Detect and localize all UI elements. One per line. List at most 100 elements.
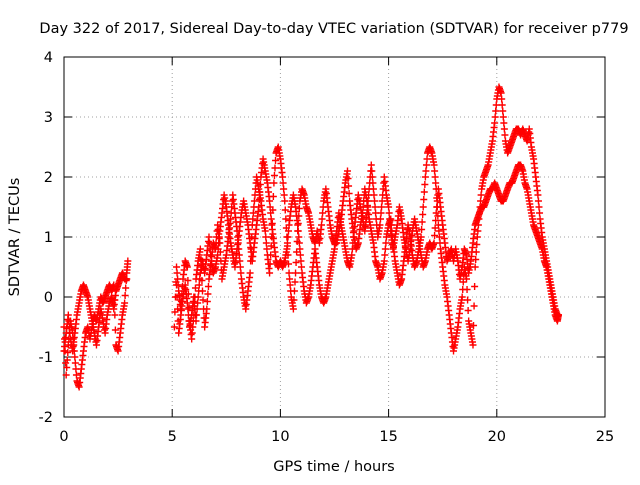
data-point-marker [214, 245, 222, 253]
x-tick-label: 0 [59, 429, 68, 445]
data-point-marker [270, 179, 278, 187]
data-point-marker [256, 188, 264, 196]
data-point-marker [199, 296, 207, 304]
data-point-marker [170, 323, 178, 331]
x-tick-labels: 0 5 10 15 20 25 [59, 429, 614, 445]
data-point-marker [290, 296, 298, 304]
data-point-marker [319, 209, 327, 217]
y-tick-label: 4 [44, 50, 53, 66]
data-point-marker [432, 217, 440, 224]
data-point-marker [381, 251, 389, 259]
data-point-marker [249, 215, 257, 223]
data-point-marker [432, 209, 440, 217]
data-point-marker [431, 232, 439, 239]
y-tick-label: 1 [44, 230, 53, 246]
data-point-marker [431, 167, 439, 175]
data-point-marker [419, 203, 427, 211]
data-point-marker [72, 371, 80, 379]
axis-ticks [63, 56, 606, 418]
data-point-marker [364, 197, 372, 205]
data-point-marker [270, 172, 278, 179]
data-point-marker [237, 269, 245, 277]
data-point-marker [194, 299, 202, 307]
data-point-marker [500, 125, 508, 133]
data-point-marker [422, 161, 430, 169]
data-point-marker [294, 221, 302, 229]
data-point-marker [266, 203, 274, 211]
y-tick-label: -1 [39, 350, 53, 366]
data-point-marker [376, 215, 384, 223]
data-point-marker [385, 203, 393, 211]
data-point-marker [174, 305, 182, 313]
data-point-marker [124, 257, 132, 265]
data-point-marker [194, 293, 202, 301]
data-point-marker [363, 209, 371, 217]
data-point-marker [205, 233, 213, 241]
data-point-marker [266, 260, 274, 268]
data-point-marker [207, 251, 215, 259]
data-point-marker [267, 251, 275, 259]
data-point-marker [283, 245, 291, 253]
data-point-marker [267, 215, 275, 223]
data-point-marker [471, 283, 479, 290]
data-point-marker [289, 305, 297, 313]
y-tick-label: 2 [44, 170, 53, 186]
data-point-marker [344, 175, 352, 182]
x-tick-label: 15 [379, 429, 397, 445]
data-point-marker [71, 359, 79, 367]
data-point-marker [421, 181, 429, 188]
data-point-marker [378, 203, 386, 211]
data-point-marker [295, 239, 303, 247]
data-point-marker [281, 197, 289, 205]
data-point-marker [477, 191, 485, 199]
data-point-marker [183, 299, 191, 307]
data-point-marker [369, 185, 377, 193]
data-point-marker [195, 287, 203, 295]
series-2 [60, 155, 562, 355]
data-point-marker [492, 101, 500, 109]
data-point-marker [382, 239, 390, 247]
data-point-marker [420, 196, 428, 203]
data-point-marker [348, 245, 356, 253]
data-point-marker [196, 245, 204, 253]
data-point-marker [122, 284, 130, 292]
data-point-marker [65, 317, 73, 325]
data-point-marker [418, 218, 426, 226]
data-point-marker [272, 157, 280, 164]
data-point-marker [64, 349, 72, 356]
data-point-marker [473, 241, 481, 248]
data-point-marker [499, 107, 507, 115]
data-point-marker [464, 307, 472, 314]
data-point-marker [206, 245, 214, 253]
data-point-marker [121, 292, 129, 299]
data-point-marker [285, 269, 293, 277]
data-point-marker [193, 311, 201, 319]
data-point-marker [296, 245, 304, 253]
data-point-marker [458, 293, 466, 301]
data-point-marker [286, 275, 294, 283]
data-point-marker [367, 161, 375, 169]
data-point-marker [534, 191, 542, 199]
data-point-marker [463, 286, 471, 293]
data-point-marker [470, 302, 478, 310]
data-point-marker [123, 275, 131, 283]
data-point-marker [386, 215, 394, 223]
data-point-marker [203, 298, 211, 305]
data-markers [60, 83, 562, 391]
data-point-marker [193, 305, 201, 313]
data-point-marker [262, 239, 270, 247]
data-point-marker [267, 209, 275, 217]
data-point-marker [430, 239, 438, 247]
data-point-marker [463, 275, 471, 283]
data-point-marker [246, 269, 254, 277]
data-point-marker [266, 197, 274, 205]
data-point-marker [111, 311, 119, 319]
data-point-marker [250, 197, 258, 205]
data-point-marker [280, 185, 288, 193]
data-point-marker [261, 227, 269, 235]
data-point-marker [297, 263, 305, 271]
data-point-marker [368, 173, 376, 181]
data-point-marker [236, 257, 244, 265]
data-point-marker [215, 233, 223, 241]
